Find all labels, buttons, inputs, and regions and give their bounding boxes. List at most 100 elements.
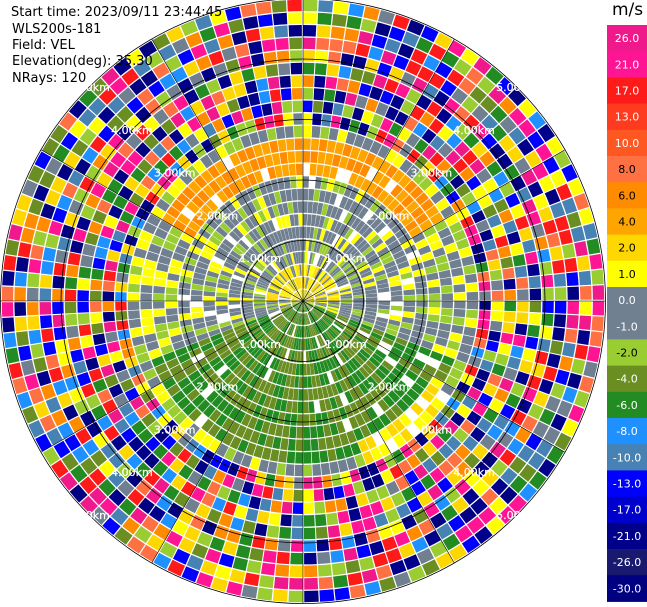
velocity-bin <box>304 264 307 276</box>
velocity-bin <box>292 297 303 301</box>
velocity-bin <box>429 240 443 251</box>
velocity-bin <box>303 301 311 310</box>
velocity-bin <box>500 404 516 420</box>
velocity-bin <box>478 392 493 407</box>
velocity-bin <box>323 345 331 358</box>
velocity-bin <box>247 416 258 430</box>
velocity-bin <box>92 333 106 346</box>
velocity-bin <box>26 287 39 301</box>
velocity-bin <box>334 274 346 282</box>
velocity-bin <box>352 480 365 495</box>
velocity-bin <box>224 389 237 402</box>
velocity-bin <box>194 327 208 336</box>
velocity-bin <box>353 301 365 304</box>
velocity-bin <box>273 114 284 127</box>
velocity-bin <box>167 404 182 419</box>
velocity-bin <box>323 259 332 271</box>
velocity-bin <box>459 343 473 355</box>
velocity-bin <box>341 170 352 184</box>
velocity-bin <box>292 296 303 301</box>
velocity-bin <box>345 345 356 357</box>
velocity-bin <box>283 255 290 267</box>
velocity-bin <box>208 180 221 194</box>
velocity-bin <box>362 450 375 465</box>
velocity-bin <box>242 309 254 314</box>
velocity-bin <box>303 301 311 311</box>
velocity-bin <box>303 75 314 87</box>
velocity-bin <box>158 220 172 233</box>
velocity-bin <box>235 424 247 438</box>
velocity-bin <box>163 351 177 362</box>
velocity-bin <box>277 412 286 425</box>
velocity-bin <box>216 292 228 297</box>
velocity-bin <box>453 427 469 443</box>
velocity-bin <box>337 314 349 321</box>
velocity-bin <box>88 221 103 235</box>
velocity-bin <box>220 324 233 333</box>
velocity-bin <box>113 393 129 408</box>
velocity-bin <box>57 237 72 252</box>
velocity-bin <box>90 78 109 96</box>
velocity-bin <box>222 353 235 364</box>
velocity-bin <box>205 548 222 564</box>
velocity-bin <box>177 239 191 250</box>
velocity-bin <box>342 347 353 359</box>
velocity-bin <box>493 414 510 430</box>
velocity-bin <box>204 285 216 292</box>
velocity-bin <box>232 477 245 492</box>
velocity-bin <box>437 125 454 142</box>
velocity-bin <box>284 349 290 361</box>
velocity-bin <box>380 50 397 66</box>
velocity-bin <box>447 69 465 87</box>
velocity-bin <box>359 424 372 438</box>
azimuth-spoke <box>302 300 455 564</box>
velocity-bin <box>80 335 94 348</box>
velocity-bin <box>370 501 384 516</box>
velocity-bin <box>313 267 320 279</box>
velocity-bin <box>561 197 578 215</box>
velocity-bin <box>252 144 264 158</box>
velocity-bin <box>172 519 189 536</box>
velocity-bin <box>342 243 353 254</box>
velocity-bin <box>434 412 449 427</box>
velocity-bin <box>308 388 314 401</box>
velocity-bin <box>546 136 564 155</box>
velocity-bin <box>267 291 279 296</box>
velocity-bin <box>362 345 374 356</box>
velocity-bin <box>376 316 389 324</box>
colorbar-tick-label: 10.0 <box>615 137 640 150</box>
velocity-bin <box>304 313 307 325</box>
velocity-bin <box>538 378 554 395</box>
velocity-bin <box>370 331 383 341</box>
velocity-bin <box>308 350 313 363</box>
velocity-bin <box>440 382 455 396</box>
velocity-bin <box>12 209 27 226</box>
velocity-bin <box>303 301 312 309</box>
velocity-bin <box>418 346 432 357</box>
velocity-bin <box>567 372 582 389</box>
velocity-bin <box>216 287 229 294</box>
velocity-bin <box>400 71 416 88</box>
velocity-bin <box>241 354 253 366</box>
velocity-bin <box>218 553 235 568</box>
velocity-bin <box>92 257 106 270</box>
velocity-bin <box>315 296 327 299</box>
velocity-bin <box>178 295 190 301</box>
velocity-bin <box>266 297 278 300</box>
velocity-bin <box>224 447 237 462</box>
velocity-bin <box>549 246 563 261</box>
velocity-bin <box>579 285 592 300</box>
velocity-bin <box>459 166 475 182</box>
velocity-bin <box>279 296 291 299</box>
velocity-bin <box>464 364 479 377</box>
velocity-bin <box>218 458 232 473</box>
velocity-bin <box>303 515 315 527</box>
velocity-bin <box>419 111 435 128</box>
velocity-bin <box>406 250 420 260</box>
velocity-bin <box>307 278 313 290</box>
velocity-bin <box>191 487 206 502</box>
velocity-bin <box>130 327 143 338</box>
velocity-bin <box>307 252 311 264</box>
velocity-bin <box>50 125 68 144</box>
velocity-bin <box>153 108 169 125</box>
